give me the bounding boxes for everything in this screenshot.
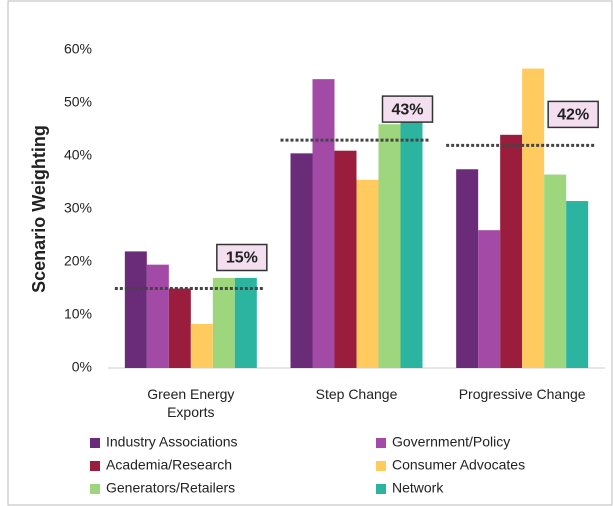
- bar: [312, 79, 335, 369]
- annotation-box: [216, 243, 268, 272]
- bar: [334, 150, 357, 368]
- legend-label: Industry Associations: [106, 434, 238, 450]
- y-tick-label: 60%: [64, 41, 92, 57]
- y-tick-label: 40%: [64, 147, 92, 163]
- bar: [400, 108, 423, 369]
- legend-swatch: [376, 438, 386, 448]
- bar: [168, 288, 191, 368]
- bar: [378, 124, 401, 368]
- y-tick-label: 50%: [64, 94, 92, 110]
- bar: [190, 324, 213, 368]
- y-tick-label: 20%: [64, 253, 92, 269]
- legend-swatch: [376, 484, 386, 494]
- bar: [456, 169, 479, 368]
- bar: [146, 264, 169, 368]
- average-label: 42%: [557, 107, 589, 124]
- bar: [566, 201, 589, 368]
- legend-swatch: [90, 484, 100, 494]
- average-label: 43%: [391, 101, 423, 118]
- bar: [290, 153, 313, 368]
- bar: [234, 277, 257, 368]
- legend-label: Network: [392, 480, 444, 496]
- y-tick-label: 0%: [72, 359, 92, 375]
- legend-label: Consumer Advocates: [392, 457, 525, 473]
- legend-swatch: [376, 461, 386, 471]
- legend-label: Government/Policy: [392, 434, 510, 450]
- x-tick-label: Step Change: [315, 386, 398, 402]
- annotation-box: [547, 100, 599, 129]
- bar: [500, 134, 523, 368]
- legend-label: Academia/Research: [106, 457, 232, 473]
- legend-swatch: [90, 461, 100, 471]
- y-tick-label: 10%: [64, 306, 92, 322]
- y-axis-label: Scenario Weighting: [29, 125, 49, 293]
- bar: [124, 251, 147, 368]
- bar: [544, 174, 567, 368]
- x-tick-label: Progressive Change: [458, 386, 586, 402]
- frame: [7, 0, 613, 506]
- bar: [356, 179, 379, 368]
- bar: [522, 68, 545, 369]
- bar: [212, 277, 235, 368]
- average-label: 15%: [226, 250, 258, 267]
- annotation-box: [381, 95, 434, 123]
- legend-label: Generators/Retailers: [106, 480, 235, 496]
- bar: [478, 230, 501, 368]
- y-tick-label: 30%: [64, 200, 92, 216]
- x-tick-label: Green Energy Exports: [147, 386, 235, 420]
- legend-swatch: [90, 438, 100, 448]
